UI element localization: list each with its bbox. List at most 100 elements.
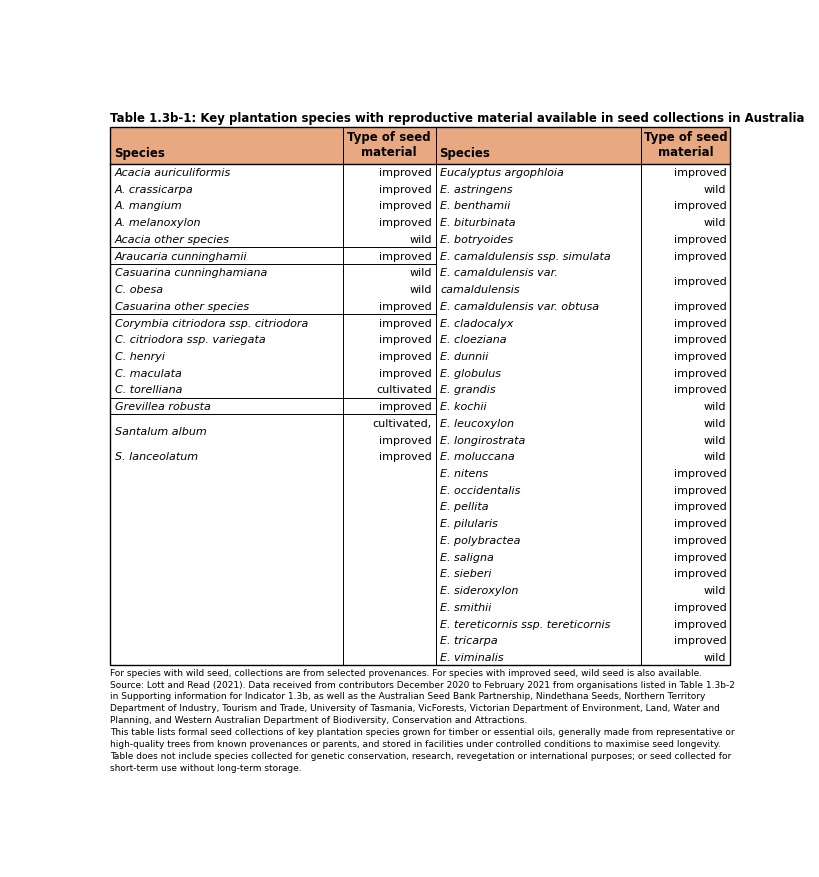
Text: Type of seed
material: Type of seed material [347, 131, 431, 159]
Text: improved: improved [378, 435, 432, 445]
Text: E. occidentalis: E. occidentalis [440, 485, 520, 496]
Text: improved: improved [378, 217, 432, 228]
Text: cultivated: cultivated [376, 385, 432, 395]
Text: E. pilularis: E. pilularis [440, 518, 498, 529]
Text: Table 1.3b-1: Key plantation species with reproductive material available in see: Table 1.3b-1: Key plantation species wit… [110, 111, 803, 125]
Text: improved: improved [378, 335, 432, 345]
Text: improved: improved [378, 302, 432, 311]
Text: E. sieberi: E. sieberi [440, 568, 491, 579]
Text: improved: improved [378, 368, 432, 378]
Text: improved: improved [672, 502, 726, 512]
Text: Araucaria cunninghamii: Araucaria cunninghamii [115, 252, 247, 261]
Text: E. saligna: E. saligna [440, 552, 494, 562]
Text: improved: improved [672, 335, 726, 345]
Text: improved: improved [672, 552, 726, 562]
Text: A. melanoxylon: A. melanoxylon [115, 217, 201, 228]
Text: improved: improved [672, 352, 726, 361]
Text: E. moluccana: E. moluccana [440, 452, 514, 462]
Text: E. globulus: E. globulus [440, 368, 500, 378]
Text: improved: improved [378, 168, 432, 178]
Text: Acacia other species: Acacia other species [115, 235, 229, 245]
Text: improved: improved [378, 252, 432, 261]
Bar [110, 128, 730, 165]
Text: improved: improved [378, 402, 432, 411]
Text: E. cloeziana: E. cloeziana [440, 335, 506, 345]
Text: Species: Species [439, 146, 490, 160]
Text: E. astringens: E. astringens [440, 184, 512, 195]
Text: Eucalyptus argophloia: Eucalyptus argophloia [440, 168, 563, 178]
Text: C. henryi: C. henryi [115, 352, 165, 361]
Text: improved: improved [672, 535, 726, 545]
Text: improved: improved [378, 201, 432, 211]
Text: improved: improved [672, 636, 726, 645]
Text: Department of Industry, Tourism and Trade, University of Tasmania, VicForests, V: Department of Industry, Tourism and Trad… [110, 703, 719, 713]
Text: wild: wild [703, 452, 726, 462]
Text: Source: Lott and Read (2021). Data received from contributors December 2020 to F: Source: Lott and Read (2021). Data recei… [110, 680, 734, 688]
Bar [110, 128, 730, 666]
Text: S. lanceolatum: S. lanceolatum [115, 452, 197, 462]
Text: short-term use without long-term storage.: short-term use without long-term storage… [110, 763, 301, 773]
Text: A. mangium: A. mangium [115, 201, 183, 211]
Text: E. camaldulensis var. obtusa: E. camaldulensis var. obtusa [440, 302, 599, 311]
Text: E. smithii: E. smithii [440, 602, 491, 612]
Text: E. longirostrata: E. longirostrata [440, 435, 525, 445]
Text: improved: improved [378, 318, 432, 328]
Text: wild: wild [703, 418, 726, 428]
Text: E. kochii: E. kochii [440, 402, 486, 411]
Text: wild: wild [703, 402, 726, 411]
Text: E. polybractea: E. polybractea [440, 535, 520, 545]
Text: Type of seed
material: Type of seed material [643, 131, 726, 159]
Text: improved: improved [378, 184, 432, 195]
Text: improved: improved [672, 302, 726, 311]
Text: wild: wild [703, 217, 726, 228]
Text: E. benthamii: E. benthamii [440, 201, 510, 211]
Text: improved: improved [672, 168, 726, 178]
Text: wild: wild [703, 585, 726, 595]
Text: improved: improved [672, 252, 726, 261]
Text: E. viminalis: E. viminalis [440, 652, 504, 662]
Text: This table lists formal seed collections of key plantation species grown for tim: This table lists formal seed collections… [110, 727, 734, 737]
Text: E. botryoides: E. botryoides [440, 235, 513, 245]
Text: E. camaldulensis ssp. simulata: E. camaldulensis ssp. simulata [440, 252, 610, 261]
Text: Santalum album: Santalum album [115, 427, 206, 437]
Text: improved: improved [378, 452, 432, 462]
Text: cultivated,: cultivated, [372, 418, 432, 428]
Text: high-quality trees from known provenances or parents, and stored in facilities u: high-quality trees from known provenance… [110, 739, 720, 748]
Text: E. nitens: E. nitens [440, 468, 488, 479]
Text: improved: improved [672, 602, 726, 612]
Text: Planning, and Western Australian Department of Biodiversity, Conservation and At: Planning, and Western Australian Departm… [110, 716, 527, 724]
Text: wild: wild [409, 268, 432, 278]
Text: improved: improved [672, 518, 726, 529]
Text: C. obesa: C. obesa [115, 285, 163, 295]
Text: C. citriodora ssp. variegata: C. citriodora ssp. variegata [115, 335, 265, 345]
Bar [110, 165, 730, 666]
Text: camaldulensis: camaldulensis [440, 285, 519, 295]
Text: wild: wild [409, 235, 432, 245]
Text: Corymbia citriodora ssp. citriodora: Corymbia citriodora ssp. citriodora [115, 318, 308, 328]
Text: Table does not include species collected for genetic conservation, research, rev: Table does not include species collected… [110, 752, 731, 760]
Text: improved: improved [672, 468, 726, 479]
Text: wild: wild [703, 184, 726, 195]
Text: E. sideroxylon: E. sideroxylon [440, 585, 518, 595]
Text: improved: improved [672, 619, 726, 629]
Text: A. crassicarpa: A. crassicarpa [115, 184, 193, 195]
Text: improved: improved [672, 276, 726, 287]
Text: improved: improved [672, 201, 726, 211]
Text: in Supporting information for Indicator 1.3b, as well as the Australian Seed Ban: in Supporting information for Indicator … [110, 692, 705, 701]
Text: improved: improved [672, 568, 726, 579]
Text: Acacia auriculiformis: Acacia auriculiformis [115, 168, 231, 178]
Text: For species with wild seed, collections are from selected provenances. For speci: For species with wild seed, collections … [110, 668, 702, 677]
Text: E. grandis: E. grandis [440, 385, 495, 395]
Text: improved: improved [672, 368, 726, 378]
Text: E. leucoxylon: E. leucoxylon [440, 418, 514, 428]
Text: E. camaldulensis var.: E. camaldulensis var. [440, 268, 558, 278]
Text: improved: improved [378, 352, 432, 361]
Text: improved: improved [672, 385, 726, 395]
Text: E. dunnii: E. dunnii [440, 352, 488, 361]
Text: Casuarina other species: Casuarina other species [115, 302, 249, 311]
Text: improved: improved [672, 485, 726, 496]
Text: wild: wild [409, 285, 432, 295]
Text: improved: improved [672, 235, 726, 245]
Text: E. tricarpa: E. tricarpa [440, 636, 498, 645]
Text: wild: wild [703, 435, 726, 445]
